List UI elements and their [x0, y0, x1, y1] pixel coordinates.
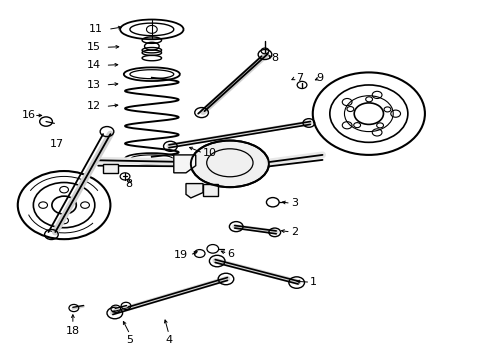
Text: 12: 12: [86, 102, 101, 112]
Text: 2: 2: [290, 227, 297, 237]
Polygon shape: [203, 184, 217, 196]
Text: 16: 16: [22, 111, 36, 121]
Text: 9: 9: [316, 73, 323, 83]
Text: 5: 5: [126, 334, 133, 345]
Polygon shape: [173, 155, 195, 173]
Text: 17: 17: [50, 139, 64, 149]
Text: 18: 18: [66, 325, 80, 336]
Text: 14: 14: [86, 60, 101, 70]
Text: 3: 3: [290, 198, 297, 208]
Text: 19: 19: [174, 250, 188, 260]
Ellipse shape: [190, 140, 268, 187]
Text: 7: 7: [295, 73, 302, 83]
Text: 13: 13: [86, 80, 101, 90]
Text: 11: 11: [89, 24, 103, 35]
Text: 15: 15: [86, 42, 101, 52]
Text: 8: 8: [125, 179, 132, 189]
Text: 8: 8: [271, 53, 278, 63]
Text: 6: 6: [227, 248, 234, 258]
Polygon shape: [103, 164, 118, 173]
Text: 1: 1: [310, 277, 317, 287]
Text: 4: 4: [165, 334, 172, 345]
Polygon shape: [185, 184, 203, 198]
Text: 10: 10: [203, 148, 217, 158]
